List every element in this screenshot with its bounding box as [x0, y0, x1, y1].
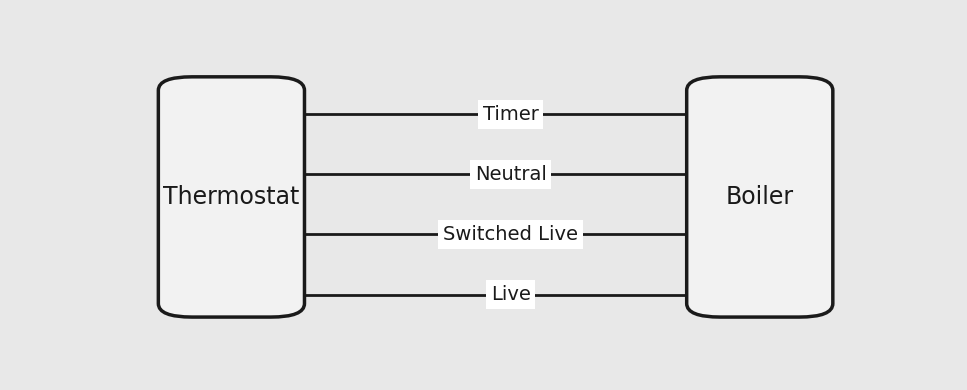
Text: Timer: Timer: [483, 105, 539, 124]
Text: Thermostat: Thermostat: [163, 185, 300, 209]
FancyBboxPatch shape: [687, 77, 833, 317]
Text: Neutral: Neutral: [475, 165, 546, 184]
Text: Switched Live: Switched Live: [443, 225, 578, 244]
FancyBboxPatch shape: [159, 77, 305, 317]
Text: Boiler: Boiler: [725, 185, 794, 209]
Text: Live: Live: [490, 285, 531, 304]
